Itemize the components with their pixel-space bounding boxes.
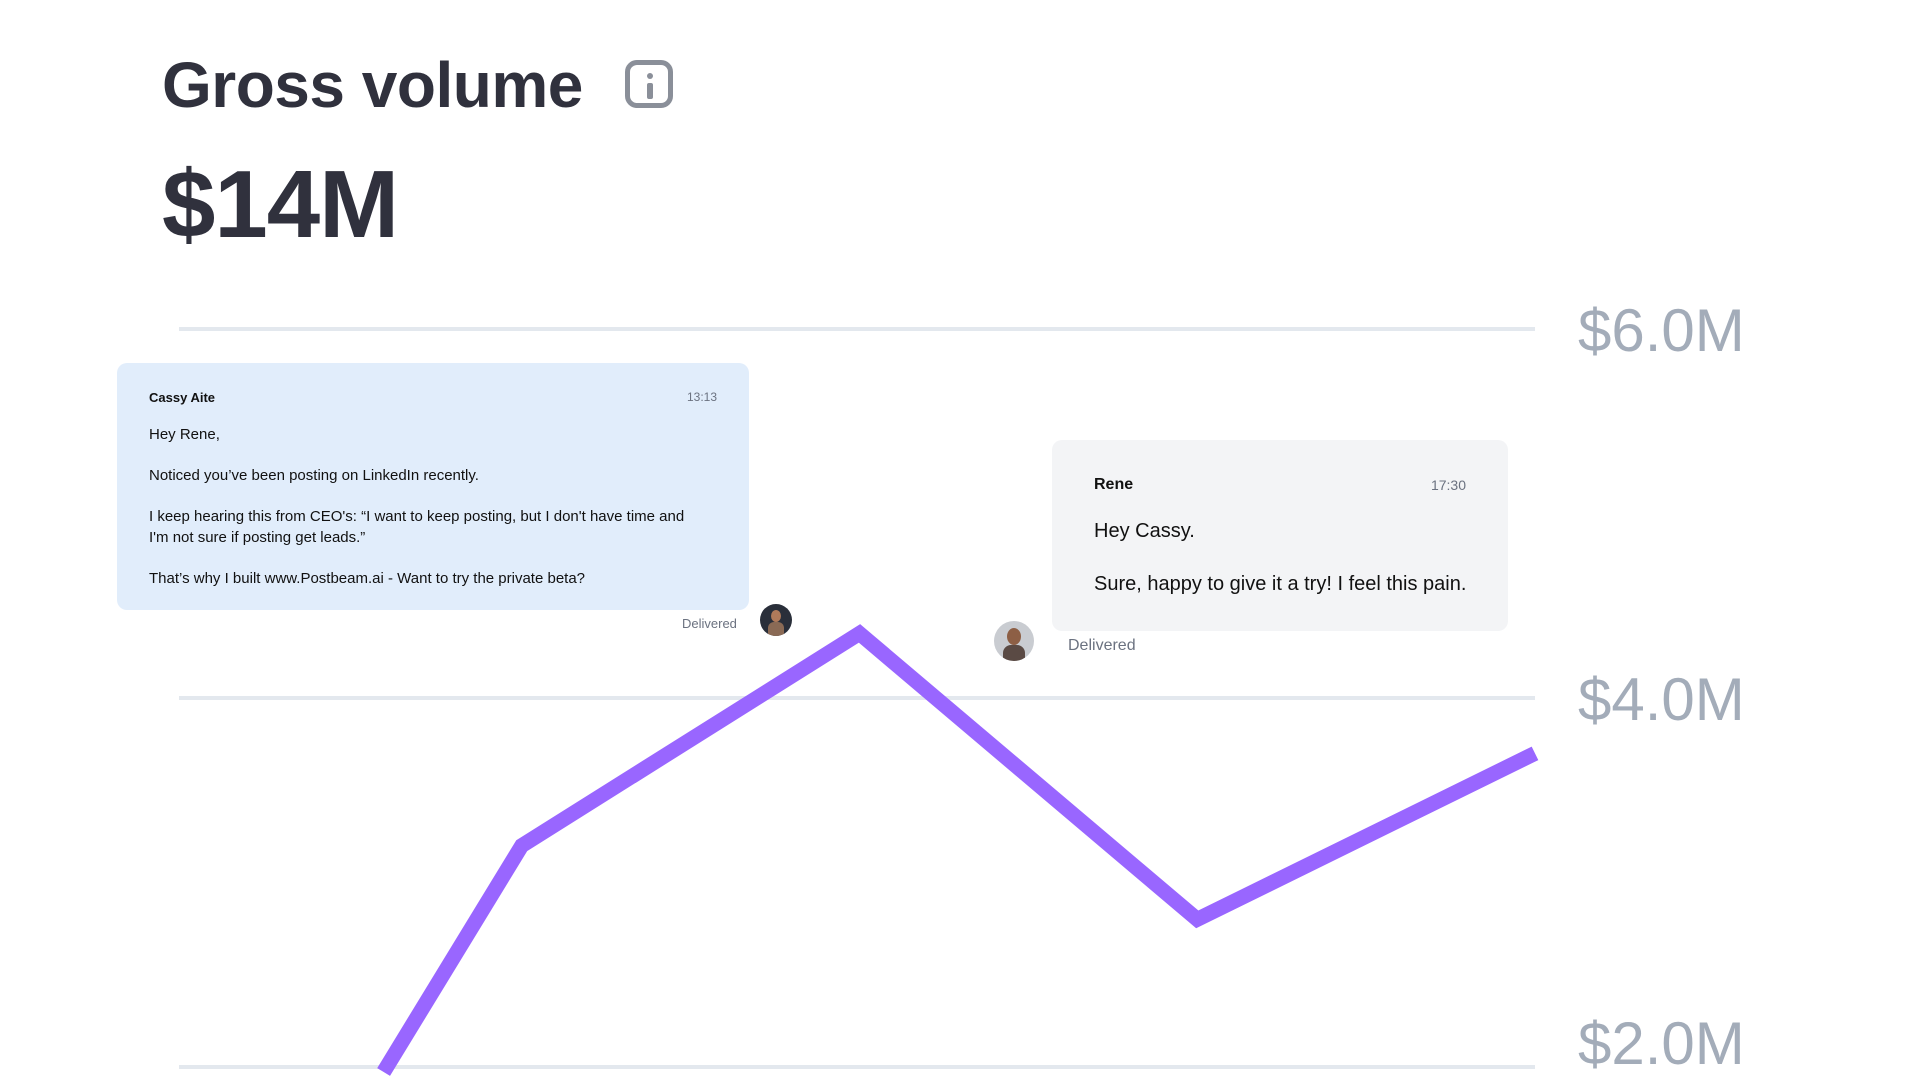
message-line: Hey Rene, (149, 426, 220, 443)
sender-name: Rene (1094, 476, 1134, 493)
message-time: 17:30 (1430, 477, 1466, 493)
avatar[interactable] (760, 604, 792, 636)
avatar[interactable] (994, 621, 1034, 661)
total-value: $14M (162, 151, 399, 258)
page-title: Gross volume (162, 49, 583, 121)
delivery-status: Delivered (682, 616, 737, 631)
y-tick-label: $4.0M (1578, 666, 1745, 733)
message-line: That’s why I built www.Postbeam.ai - Wan… (149, 570, 586, 587)
y-tick-label: $2.0M (1578, 1010, 1745, 1077)
message-time: 13:13 (686, 390, 717, 404)
info-icon[interactable] (625, 60, 673, 108)
delivery-status: Delivered (1068, 637, 1136, 654)
message-line: Hey Cassy. (1094, 520, 1195, 542)
message-line: Noticed you’ve been posting on LinkedIn … (149, 467, 479, 484)
series-line (377, 624, 1539, 1076)
message-bubble-reply: Rene 17:30 Hey Cassy. Sure, happy to giv… (1052, 440, 1508, 631)
sender-name: Cassy Aite (149, 390, 215, 405)
y-tick-label: $6.0M (1578, 297, 1745, 364)
message-bubble-incoming: Cassy Aite 13:13 Hey Rene, Noticed you’v… (117, 363, 749, 610)
message-line: Sure, happy to give it a try! I feel thi… (1094, 573, 1467, 595)
message-line: I keep hearing this from CEO's: “I want … (149, 508, 685, 525)
message-line: I'm not sure if posting get leads.” (149, 529, 366, 546)
